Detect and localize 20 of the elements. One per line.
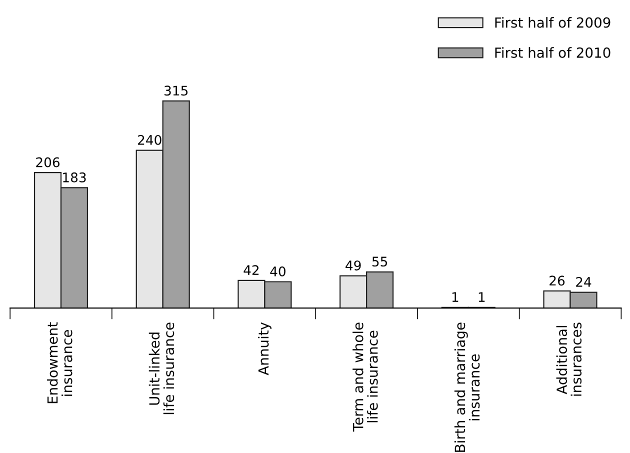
x-tick-label: Term and whole life insurance <box>352 322 378 432</box>
data-label: 206 <box>36 157 60 168</box>
data-label: 315 <box>164 86 188 96</box>
data-label: 49 <box>346 260 361 270</box>
data-label: 40 <box>270 266 286 276</box>
data-label: 240 <box>138 134 162 145</box>
data-label: 42 <box>244 265 259 275</box>
x-tick-label: Endowment insurance <box>47 322 72 404</box>
data-label: 24 <box>576 276 592 287</box>
data-label: 1 <box>452 292 458 302</box>
data-label: 1 <box>478 292 485 302</box>
x-tick-label: Additional insurances <box>556 322 582 396</box>
x-tick-label: Birth and marriage insurance <box>454 322 480 452</box>
x-tick-label: Annuity <box>258 322 272 376</box>
x-tick-label: Unit-linked life insurance <box>148 322 174 414</box>
data-label: 55 <box>372 256 388 267</box>
legend-label: First half of 2010 <box>495 47 610 58</box>
data-label: 183 <box>63 172 86 182</box>
legend-label: First half of 2009 <box>495 17 610 28</box>
data-label: 26 <box>550 276 565 286</box>
